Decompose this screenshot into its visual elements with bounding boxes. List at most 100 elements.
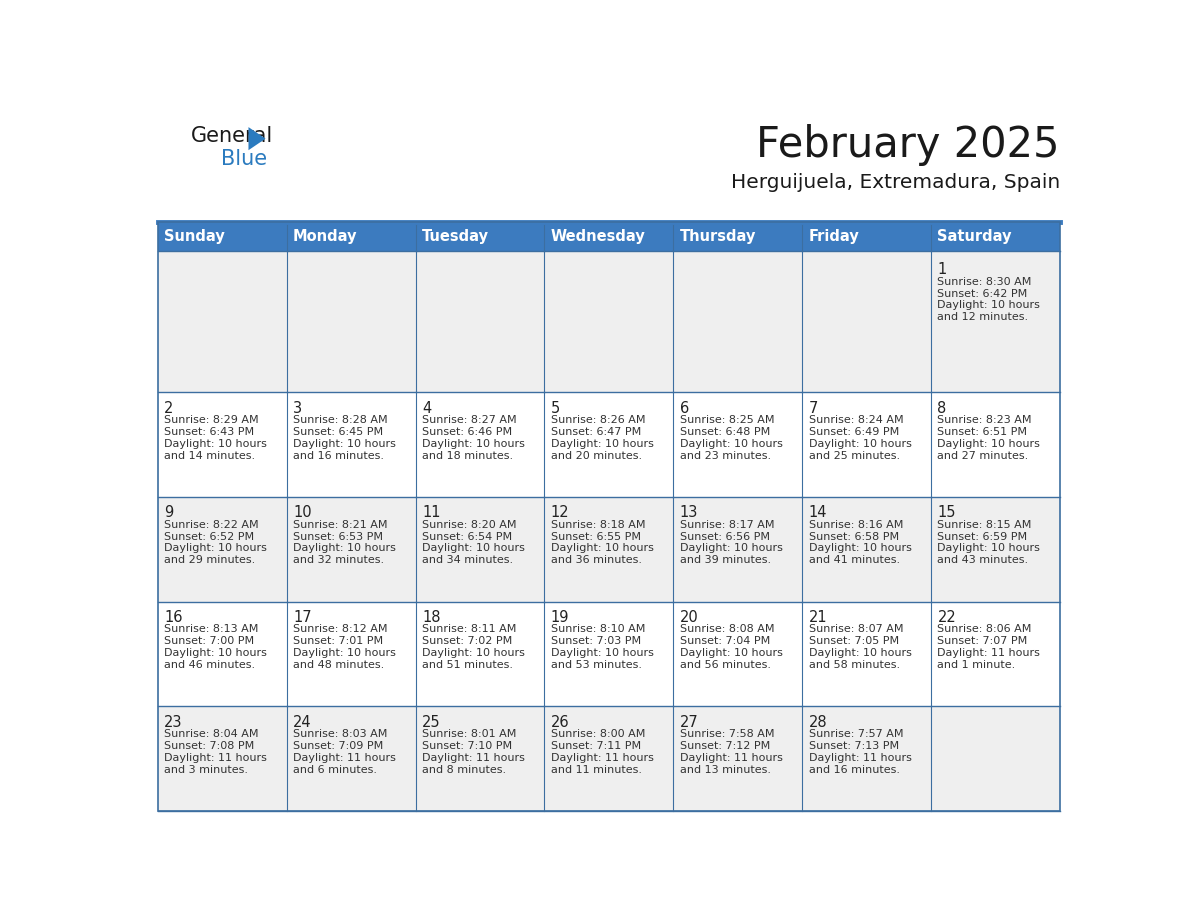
Text: 5: 5 <box>551 400 560 416</box>
Text: Sunset: 7:12 PM: Sunset: 7:12 PM <box>680 741 770 751</box>
Text: and 1 minute.: and 1 minute. <box>937 660 1016 670</box>
Bar <box>416 601 544 706</box>
Text: Daylight: 10 hours: Daylight: 10 hours <box>809 439 911 449</box>
Text: Sunrise: 8:04 AM: Sunrise: 8:04 AM <box>164 729 259 739</box>
Text: Daylight: 10 hours: Daylight: 10 hours <box>937 439 1041 449</box>
Text: and 39 minutes.: and 39 minutes. <box>680 555 771 565</box>
Text: Sunset: 7:00 PM: Sunset: 7:00 PM <box>164 636 254 646</box>
Text: Daylight: 10 hours: Daylight: 10 hours <box>422 439 525 449</box>
Text: Sunset: 6:51 PM: Sunset: 6:51 PM <box>937 427 1028 437</box>
Text: Sunrise: 8:12 AM: Sunrise: 8:12 AM <box>293 624 387 634</box>
Text: Sunrise: 8:18 AM: Sunrise: 8:18 AM <box>551 520 645 530</box>
Bar <box>158 251 286 392</box>
Text: Sunrise: 8:30 AM: Sunrise: 8:30 AM <box>937 276 1032 286</box>
Bar <box>416 706 544 811</box>
Bar <box>802 497 931 601</box>
Text: Daylight: 10 hours: Daylight: 10 hours <box>551 543 653 554</box>
Text: Daylight: 10 hours: Daylight: 10 hours <box>680 648 783 658</box>
Text: Sunrise: 8:25 AM: Sunrise: 8:25 AM <box>680 415 775 425</box>
Bar <box>416 497 544 601</box>
Text: Sunset: 6:42 PM: Sunset: 6:42 PM <box>937 288 1028 298</box>
Bar <box>802 601 931 706</box>
Text: 24: 24 <box>293 714 311 730</box>
Text: Sunrise: 8:06 AM: Sunrise: 8:06 AM <box>937 624 1032 634</box>
Text: and 12 minutes.: and 12 minutes. <box>937 312 1029 322</box>
Polygon shape <box>248 127 266 151</box>
Text: Sunrise: 8:13 AM: Sunrise: 8:13 AM <box>164 624 259 634</box>
Bar <box>416 222 544 251</box>
Text: Friday: Friday <box>809 229 859 244</box>
Text: Sunset: 7:08 PM: Sunset: 7:08 PM <box>164 741 254 751</box>
Text: Sunday: Sunday <box>164 229 225 244</box>
Text: 26: 26 <box>551 714 569 730</box>
Text: Sunset: 7:07 PM: Sunset: 7:07 PM <box>937 636 1028 646</box>
Bar <box>544 251 674 392</box>
Text: 22: 22 <box>937 610 956 625</box>
Bar <box>931 601 1060 706</box>
Text: General: General <box>191 126 273 146</box>
Text: and 6 minutes.: and 6 minutes. <box>293 765 377 775</box>
Text: 16: 16 <box>164 610 183 625</box>
Text: 17: 17 <box>293 610 311 625</box>
Bar <box>158 392 286 497</box>
Bar <box>802 706 931 811</box>
Text: Sunset: 7:04 PM: Sunset: 7:04 PM <box>680 636 770 646</box>
Bar <box>158 601 286 706</box>
Text: Sunrise: 8:23 AM: Sunrise: 8:23 AM <box>937 415 1032 425</box>
Bar <box>544 222 674 251</box>
Text: and 58 minutes.: and 58 minutes. <box>809 660 899 670</box>
Text: Sunset: 6:56 PM: Sunset: 6:56 PM <box>680 532 770 542</box>
Text: Daylight: 10 hours: Daylight: 10 hours <box>551 648 653 658</box>
Text: Daylight: 11 hours: Daylight: 11 hours <box>164 753 267 763</box>
Bar <box>286 706 416 811</box>
Text: 1: 1 <box>937 263 947 277</box>
Text: Sunrise: 8:08 AM: Sunrise: 8:08 AM <box>680 624 775 634</box>
Text: Sunset: 6:53 PM: Sunset: 6:53 PM <box>293 532 383 542</box>
Text: and 41 minutes.: and 41 minutes. <box>809 555 899 565</box>
Text: Daylight: 11 hours: Daylight: 11 hours <box>809 753 911 763</box>
Text: and 20 minutes.: and 20 minutes. <box>551 451 642 461</box>
Text: Daylight: 10 hours: Daylight: 10 hours <box>680 439 783 449</box>
Text: 10: 10 <box>293 505 311 521</box>
Text: Daylight: 10 hours: Daylight: 10 hours <box>422 543 525 554</box>
Text: 11: 11 <box>422 505 441 521</box>
Text: Daylight: 10 hours: Daylight: 10 hours <box>809 543 911 554</box>
Text: 7: 7 <box>809 400 819 416</box>
Text: and 36 minutes.: and 36 minutes. <box>551 555 642 565</box>
Text: Thursday: Thursday <box>680 229 756 244</box>
Text: and 29 minutes.: and 29 minutes. <box>164 555 255 565</box>
Text: 13: 13 <box>680 505 699 521</box>
Text: February 2025: February 2025 <box>757 124 1060 166</box>
Bar <box>158 706 286 811</box>
Bar <box>286 222 416 251</box>
Bar <box>931 706 1060 811</box>
Text: 14: 14 <box>809 505 827 521</box>
Bar <box>286 497 416 601</box>
Bar <box>158 222 1060 811</box>
Text: and 23 minutes.: and 23 minutes. <box>680 451 771 461</box>
Text: Daylight: 10 hours: Daylight: 10 hours <box>164 439 267 449</box>
Text: Daylight: 10 hours: Daylight: 10 hours <box>293 648 396 658</box>
Text: Sunrise: 8:01 AM: Sunrise: 8:01 AM <box>422 729 517 739</box>
Text: Sunrise: 8:20 AM: Sunrise: 8:20 AM <box>422 520 517 530</box>
Text: Daylight: 10 hours: Daylight: 10 hours <box>164 648 267 658</box>
Text: and 16 minutes.: and 16 minutes. <box>293 451 384 461</box>
Text: 23: 23 <box>164 714 183 730</box>
Text: Sunrise: 8:11 AM: Sunrise: 8:11 AM <box>422 624 517 634</box>
Bar <box>931 222 1060 251</box>
Text: Sunset: 7:09 PM: Sunset: 7:09 PM <box>293 741 384 751</box>
Text: Sunrise: 8:24 AM: Sunrise: 8:24 AM <box>809 415 903 425</box>
Bar <box>802 251 931 392</box>
Text: 27: 27 <box>680 714 699 730</box>
Text: Sunset: 6:45 PM: Sunset: 6:45 PM <box>293 427 384 437</box>
Text: and 34 minutes.: and 34 minutes. <box>422 555 513 565</box>
Text: Tuesday: Tuesday <box>422 229 489 244</box>
Text: and 3 minutes.: and 3 minutes. <box>164 765 248 775</box>
Bar <box>674 706 802 811</box>
Text: 25: 25 <box>422 714 441 730</box>
Text: 8: 8 <box>937 400 947 416</box>
Text: Daylight: 10 hours: Daylight: 10 hours <box>809 648 911 658</box>
Text: and 48 minutes.: and 48 minutes. <box>293 660 385 670</box>
Text: Sunrise: 7:57 AM: Sunrise: 7:57 AM <box>809 729 903 739</box>
Text: Sunset: 6:43 PM: Sunset: 6:43 PM <box>164 427 254 437</box>
